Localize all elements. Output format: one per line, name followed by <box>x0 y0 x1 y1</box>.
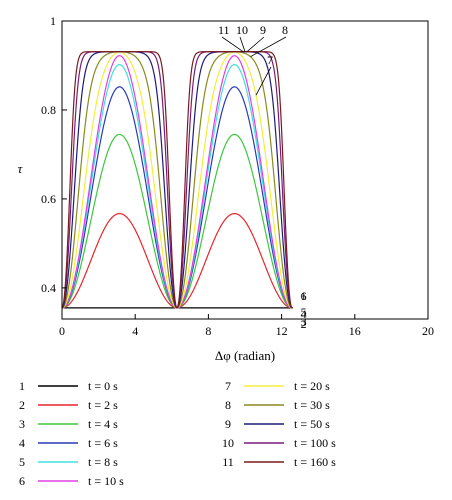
curve-label: 7 <box>267 53 273 67</box>
x-axis-title: Δφ (radian) <box>215 348 275 363</box>
curve-label: 8 <box>282 23 288 37</box>
x-tick-label: 8 <box>205 324 211 338</box>
legend-entry: t = 30 s <box>294 398 330 412</box>
legend-number: 6 <box>19 474 25 488</box>
legend-entry: t = 100 s <box>294 436 336 450</box>
curve-label-leader <box>239 36 246 52</box>
legend-entry: t = 4 s <box>88 417 118 431</box>
legend-entry: t = 10 s <box>88 474 124 488</box>
legend-number: 4 <box>19 436 25 450</box>
legend-entry: t = 160 s <box>294 455 336 469</box>
legend-number: 8 <box>225 398 231 412</box>
x-tick-label: 4 <box>132 324 138 338</box>
x-tick-label: 12 <box>276 324 288 338</box>
curve-label-leader <box>250 36 287 58</box>
legend: 1 t = 0 s 2 t = 2 s 3 t = 4 s 4 t = 6 s 5 t = 8 s… <box>19 379 336 488</box>
series-line-11 <box>61 51 294 309</box>
legend-entry: t = 0 s <box>88 379 118 393</box>
curve-label: 2 <box>301 317 307 331</box>
curve-label-leader <box>255 66 272 96</box>
series-line-6 <box>61 55 293 309</box>
legend-entry: t = 6 s <box>88 436 118 450</box>
y-tick-label: 1 <box>50 14 56 28</box>
legend-number: 10 <box>222 436 234 450</box>
curve-label-leader <box>246 36 265 53</box>
curve-label: 9 <box>260 23 266 37</box>
y-tick-label: 0.6 <box>41 192 56 206</box>
legend-number: 1 <box>19 379 25 393</box>
legend-number: 2 <box>19 398 25 412</box>
chart-curves <box>61 51 294 309</box>
y-tick-label: 0.8 <box>41 103 56 117</box>
x-axis: 0 4 8 12 16 20 <box>59 314 434 338</box>
curve-label: 11 <box>218 23 230 37</box>
legend-number: 7 <box>225 379 231 393</box>
series-line-7 <box>61 51 293 309</box>
curve-label: 6 <box>301 289 307 303</box>
legend-entry: t = 2 s <box>88 398 118 412</box>
legend-number: 3 <box>19 417 25 431</box>
y-tick-label: 0.4 <box>41 281 56 295</box>
legend-number: 11 <box>222 455 234 469</box>
series-line-8 <box>61 51 293 309</box>
y-axis: 0.4 0.6 0.8 1 <box>41 14 67 295</box>
x-tick-label: 0 <box>59 324 65 338</box>
x-tick-label: 20 <box>422 324 434 338</box>
series-line-9 <box>61 51 293 309</box>
curve-label: 10 <box>236 23 248 37</box>
legend-number: 5 <box>19 455 25 469</box>
legend-entry: t = 8 s <box>88 455 118 469</box>
series-line-10 <box>61 51 294 309</box>
curve-label: 5 <box>301 305 307 319</box>
curve-label: 3 <box>301 315 307 329</box>
x-tick-label: 16 <box>349 324 361 338</box>
series-line-2 <box>61 212 293 309</box>
y-axis-title: τ <box>18 161 24 176</box>
legend-entry: t = 20 s <box>294 379 330 393</box>
curve-label: 1 <box>301 289 307 303</box>
curve-label-leader <box>221 36 244 53</box>
plot-frame <box>61 20 429 320</box>
legend-number: 9 <box>225 417 231 431</box>
curve-label: 4 <box>301 307 307 321</box>
legend-entry: t = 50 s <box>294 417 330 431</box>
